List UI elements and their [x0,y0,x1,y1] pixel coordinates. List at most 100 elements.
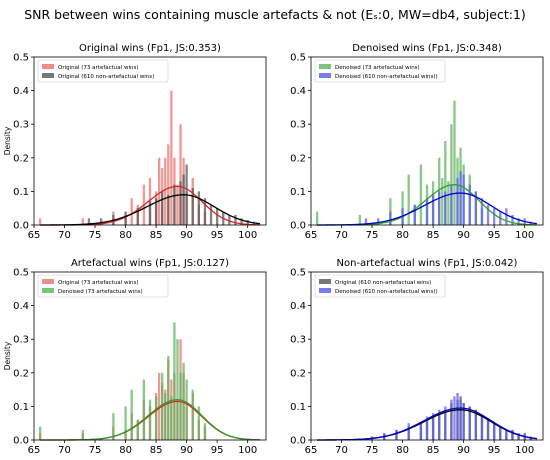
histogram-bar [425,416,429,440]
legend: Denoised (73 artefactual wins) Denoised (… [314,59,446,83]
x-tick-label: 80 [119,445,132,456]
y-tick-label: 0.3 [290,120,306,131]
histogram-bar [364,218,368,225]
legend-entry: Denoised (73 artefactual wins) [335,65,420,71]
y-tick-label: 0.1 [13,402,29,413]
histogram-bar [142,379,146,440]
histogram-bar [441,177,444,225]
x-tick-label: 90 [180,230,193,241]
histogram-bar [407,174,410,225]
histogram-bar [185,379,188,440]
y-tick-label: 0.4 [13,301,29,312]
histogram-bar [197,191,201,225]
legend-entry: Original (73 artefactual wins) [58,280,138,286]
histogram-bar [170,396,173,440]
histogram-bar [456,392,459,440]
histogram-bar [130,389,133,440]
histogram-bar [154,396,158,440]
series-2 [87,164,255,225]
histogram-bar [511,429,514,440]
histogram-bar [474,191,478,225]
histogram-bar [468,184,471,225]
x-tick-label: 65 [305,230,318,241]
legend: Original (73 artefactual wins) Original (… [37,59,169,83]
histogram-bar [444,141,447,225]
y-axis-label: Density [3,126,12,155]
panel-title: Artefactual wins (Fp1, JS:0.127) [71,258,229,269]
histogram-bar [179,124,182,225]
x-tick-label: 70 [335,445,348,456]
histogram-bar [99,218,103,225]
histogram-bar [450,399,453,440]
legend-swatch [42,288,54,293]
histogram-bar [459,399,462,440]
histogram-bar [358,214,362,225]
histogram-bar [468,406,471,440]
y-tick-label: 0.0 [290,436,306,447]
chart-panel-1: Original wins (Fp1, JS:0.353) Density 0.0 0… [3,43,267,241]
histogram-bar [197,406,201,440]
histogram-bar [456,177,459,225]
histogram-bar [87,218,91,225]
chart-panel-2: Denoised wins (Fp1, JS:0.348) 0.0 0.1 0.2 0.… [290,43,544,241]
legend-swatch [42,279,54,284]
legend-entry: Denoised (610 non-artefactual wins)) [335,74,438,80]
histogram-bar [81,218,85,225]
y-tick-label: 0.5 [13,268,29,279]
histogram-bar [450,124,453,225]
histogram-bar [444,191,447,225]
x-tick-label: 65 [28,230,41,241]
histogram-bar [203,198,207,225]
histogram-bar [124,406,127,440]
legend-swatch [319,288,331,293]
legend-box [314,274,446,298]
histogram-bar [505,208,508,225]
histogram-bar [176,339,179,440]
x-tick-label: 95 [211,445,224,456]
panel-title: Original wins (Fp1, JS:0.353) [79,43,221,54]
y-tick-label: 0.0 [13,436,29,447]
x-tick-label: 95 [488,230,501,241]
x-tick-label: 70 [58,445,71,456]
legend-swatch [42,64,54,69]
x-tick-label: 80 [396,445,409,456]
histogram-bar [38,426,42,440]
chart-panel-4: Non-artefactual wins (Fp1, JS:0.042) 0.0 0… [290,258,544,456]
legend-swatch [319,73,331,78]
x-tick-label: 75 [366,445,379,456]
chart-panel-3: Artefactual wins (Fp1, JS:0.127)Density0… [3,258,267,456]
axes-frame [33,271,267,441]
x-tick-label: 80 [119,230,132,241]
histogram-bar [148,201,152,225]
histogram-bar [376,218,380,225]
figure-title: SNR between wins containing muscle artef… [24,7,526,22]
histogram-bar [246,219,249,225]
histogram-bar [170,90,173,225]
y-tick-label: 0.0 [290,221,306,232]
histogram-bar [148,399,152,440]
x-tick-label: 75 [89,230,102,241]
y-tick-label: 0.2 [290,368,306,379]
legend-entry: Denoised (73 artefactual wins) [58,289,143,295]
histogram-bar [486,204,490,225]
histogram-bar [431,194,435,225]
x-tick-label: 75 [89,445,102,456]
legend: Original (73 artefactual wins) Denoised (… [37,274,169,298]
histogram-bar [419,164,423,225]
histogram-bar [438,191,441,225]
kde-line-2 [317,192,537,226]
y-tick-label: 0.3 [13,335,29,346]
histogram-bar [136,208,139,225]
y-tick-label: 0.1 [13,187,29,198]
histogram-bar [234,214,237,225]
kde-line-2 [40,194,260,226]
x-tick-label: 100 [515,230,534,241]
histogram-bar [173,322,176,440]
histogram-bar [511,214,514,225]
histogram-bar [167,356,170,440]
histogram-bar [130,198,133,225]
series-2 [364,171,532,225]
legend-entry: Original (73 artefactual wins) [58,65,138,71]
axes-frame [33,56,267,226]
